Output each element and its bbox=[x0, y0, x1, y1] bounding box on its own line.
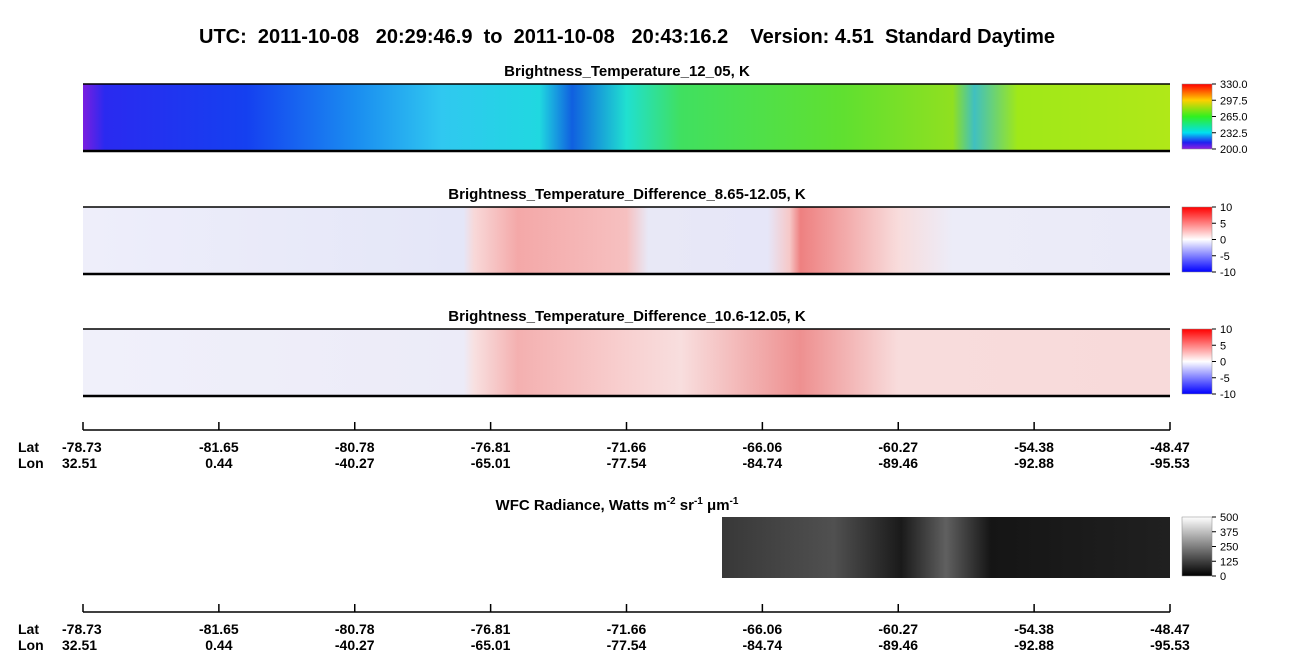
colorbar bbox=[1181, 83, 1213, 150]
axis-label: -81.65 bbox=[199, 621, 239, 637]
colorbar bbox=[1181, 516, 1213, 577]
colorbar-label: 375 bbox=[1220, 527, 1238, 539]
colorbar-label: 250 bbox=[1220, 542, 1238, 554]
axis-label: 0.44 bbox=[205, 455, 232, 471]
panel-title: WFC Radiance, Watts m-2 sr-1 μm-1 bbox=[496, 496, 739, 514]
title: UTC: 2011-10-08 20:29:46.9 to 2011-10-08… bbox=[199, 26, 1055, 48]
panel-title: Brightness_Temperature_12_05, K bbox=[504, 63, 750, 80]
panel-title: Brightness_Temperature_Difference_8.65-1… bbox=[448, 186, 806, 203]
colorbar-label: 5 bbox=[1220, 218, 1226, 230]
image-strip bbox=[83, 84, 1170, 151]
colorbar-label: -5 bbox=[1220, 251, 1230, 263]
axis-label: -40.27 bbox=[335, 637, 375, 653]
row-label: Lat bbox=[18, 439, 39, 455]
title-part: WFC Radiance, Watts m bbox=[496, 497, 667, 514]
row-label: Lon bbox=[18, 637, 44, 653]
colorbar-label: 500 bbox=[1220, 512, 1238, 524]
axis-label: -81.65 bbox=[199, 439, 239, 455]
colorbar-label: 0 bbox=[1220, 235, 1226, 247]
axis-label: -66.06 bbox=[743, 439, 783, 455]
panel-title: Brightness_Temperature_Difference_10.6-1… bbox=[448, 308, 806, 325]
axis-label: -60.27 bbox=[878, 621, 918, 637]
title-part: μm bbox=[703, 497, 730, 514]
colorbar-label: 5 bbox=[1220, 340, 1226, 352]
colorbar-label: 125 bbox=[1220, 556, 1238, 568]
colorbar bbox=[1181, 328, 1213, 395]
axis-label: -84.74 bbox=[743, 637, 783, 653]
colorbar bbox=[1181, 206, 1213, 273]
axis-label: -54.38 bbox=[1014, 621, 1054, 637]
axis-label: -89.46 bbox=[878, 637, 918, 653]
colorbar-label: 200.0 bbox=[1220, 144, 1248, 156]
axis-label: -78.73 bbox=[62, 439, 102, 455]
axis-label: -65.01 bbox=[471, 455, 511, 471]
axis-label: 0.44 bbox=[205, 637, 232, 653]
wfc-image bbox=[722, 517, 1170, 578]
axis-label: -71.66 bbox=[607, 439, 647, 455]
axis-label: -66.06 bbox=[743, 621, 783, 637]
axis-label: -95.53 bbox=[1150, 455, 1190, 471]
axis-label: -78.73 bbox=[62, 621, 102, 637]
superscript: -1 bbox=[694, 496, 703, 507]
colorbar-label: 297.5 bbox=[1220, 95, 1248, 107]
colorbar-label: 0 bbox=[1220, 357, 1226, 369]
colorbar-label: 330.0 bbox=[1220, 79, 1248, 91]
axis-label: -89.46 bbox=[878, 455, 918, 471]
axis-label: -77.54 bbox=[607, 637, 647, 653]
axis-label: 32.51 bbox=[62, 637, 97, 653]
superscript: -2 bbox=[667, 496, 676, 507]
title-part: sr bbox=[676, 497, 695, 514]
axis-label: -95.53 bbox=[1150, 637, 1190, 653]
axis-label: -76.81 bbox=[471, 621, 511, 637]
axis-label: -60.27 bbox=[878, 439, 918, 455]
axis-label: -92.88 bbox=[1014, 455, 1054, 471]
image-strip bbox=[83, 207, 1170, 274]
axis-label: -77.54 bbox=[607, 455, 647, 471]
axis-label: -80.78 bbox=[335, 621, 375, 637]
axis-label: -92.88 bbox=[1014, 637, 1054, 653]
axis-label: -80.78 bbox=[335, 439, 375, 455]
axis-label: -76.81 bbox=[471, 439, 511, 455]
colorbar-label: 232.5 bbox=[1220, 128, 1248, 140]
colorbar-label: 10 bbox=[1220, 324, 1232, 336]
axis-label: -48.47 bbox=[1150, 439, 1190, 455]
colorbar-label: -5 bbox=[1220, 373, 1230, 385]
axis-label: -48.47 bbox=[1150, 621, 1190, 637]
axis-label: -54.38 bbox=[1014, 439, 1054, 455]
colorbar-label: 0 bbox=[1220, 571, 1226, 583]
colorbar-label: -10 bbox=[1220, 389, 1236, 401]
axis-label: -71.66 bbox=[607, 621, 647, 637]
row-label: Lat bbox=[18, 621, 39, 637]
row-label: Lon bbox=[18, 455, 44, 471]
axis-label: -40.27 bbox=[335, 455, 375, 471]
axis-label: -84.74 bbox=[743, 455, 783, 471]
colorbar-label: 10 bbox=[1220, 202, 1232, 214]
axis-label: 32.51 bbox=[62, 455, 97, 471]
colorbar-label: 265.0 bbox=[1220, 112, 1248, 124]
colorbar-label: -10 bbox=[1220, 267, 1236, 279]
axis-label: -65.01 bbox=[471, 637, 511, 653]
image-strip bbox=[83, 329, 1170, 396]
superscript: -1 bbox=[730, 496, 739, 507]
